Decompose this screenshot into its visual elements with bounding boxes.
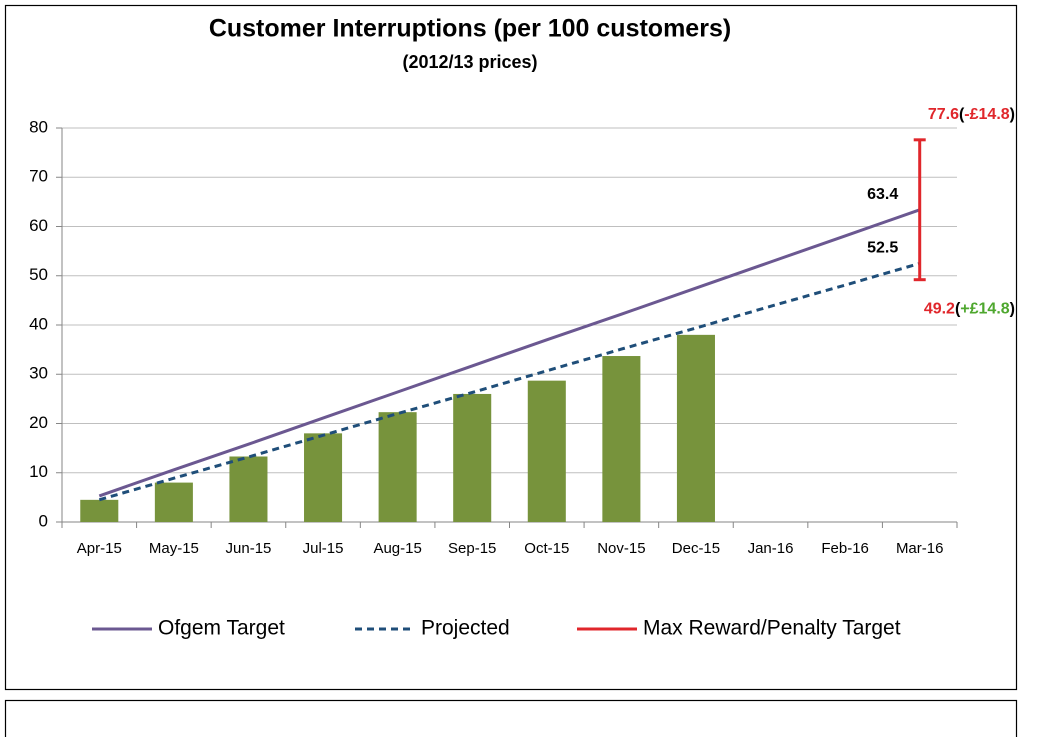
legend-label: Projected: [421, 617, 510, 640]
error-bar-note: (: [959, 106, 965, 123]
error-bar-note: -£14.8: [964, 106, 1009, 123]
legend-label: Max Reward/Penalty Target: [643, 617, 901, 640]
x-tick-label: Jan-16: [748, 540, 794, 557]
bar: [154, 482, 193, 522]
error-bar-label: 49.2(+£14.8): [924, 301, 1015, 318]
next-panel-frame: [4, 699, 1018, 737]
x-tick-label: Jun-15: [226, 540, 272, 557]
y-tick-label: 0: [39, 511, 48, 530]
y-tick-label: 30: [29, 364, 48, 383]
x-tick-label: Sep-15: [448, 540, 496, 557]
y-tick-label: 40: [29, 314, 48, 333]
line-end-label: 52.5: [867, 240, 898, 257]
x-tick-label: Nov-15: [597, 540, 645, 557]
bar: [676, 334, 715, 522]
x-tick-label: Oct-15: [524, 540, 569, 557]
chart-frame: [4, 4, 1018, 691]
bar: [229, 456, 268, 522]
x-tick-label: Feb-16: [821, 540, 869, 557]
error-bar-note: +£14.8: [960, 301, 1009, 318]
error-bar-value: 77.6: [928, 106, 959, 123]
x-tick-label: May-15: [149, 540, 199, 557]
x-tick-label: Dec-15: [672, 540, 720, 557]
bar: [602, 356, 641, 522]
error-bar-note: ): [1010, 301, 1015, 318]
x-tick-label: Jul-15: [303, 540, 344, 557]
y-tick-label: 70: [29, 167, 48, 186]
bar: [80, 499, 119, 522]
bar: [527, 380, 566, 522]
line-series: [98, 208, 921, 498]
y-tick-label: 20: [29, 413, 48, 432]
chart-title: Customer Interruptions (per 100 customer…: [209, 15, 731, 43]
y-tick-label: 60: [29, 216, 48, 235]
chart-subtitle: (2012/13 prices): [402, 52, 537, 72]
x-tick-label: Apr-15: [77, 540, 122, 557]
y-tick-label: 10: [29, 462, 48, 481]
error-bar-note: (: [955, 301, 961, 318]
bar: [453, 393, 492, 522]
bar: [304, 433, 343, 522]
x-tick-label: Mar-16: [896, 540, 944, 557]
bar: [378, 412, 417, 522]
error-bar-note: ): [1010, 106, 1015, 123]
x-tick-label: Aug-15: [373, 540, 421, 557]
y-tick-label: 50: [29, 265, 48, 284]
error-bar-label: 77.6(-£14.8): [928, 106, 1015, 123]
y-tick-label: 80: [29, 117, 48, 136]
error-bar-value: 49.2: [924, 301, 955, 318]
legend-label: Ofgem Target: [158, 617, 285, 640]
line-end-label: 63.4: [867, 186, 898, 203]
line-series: [98, 261, 921, 502]
